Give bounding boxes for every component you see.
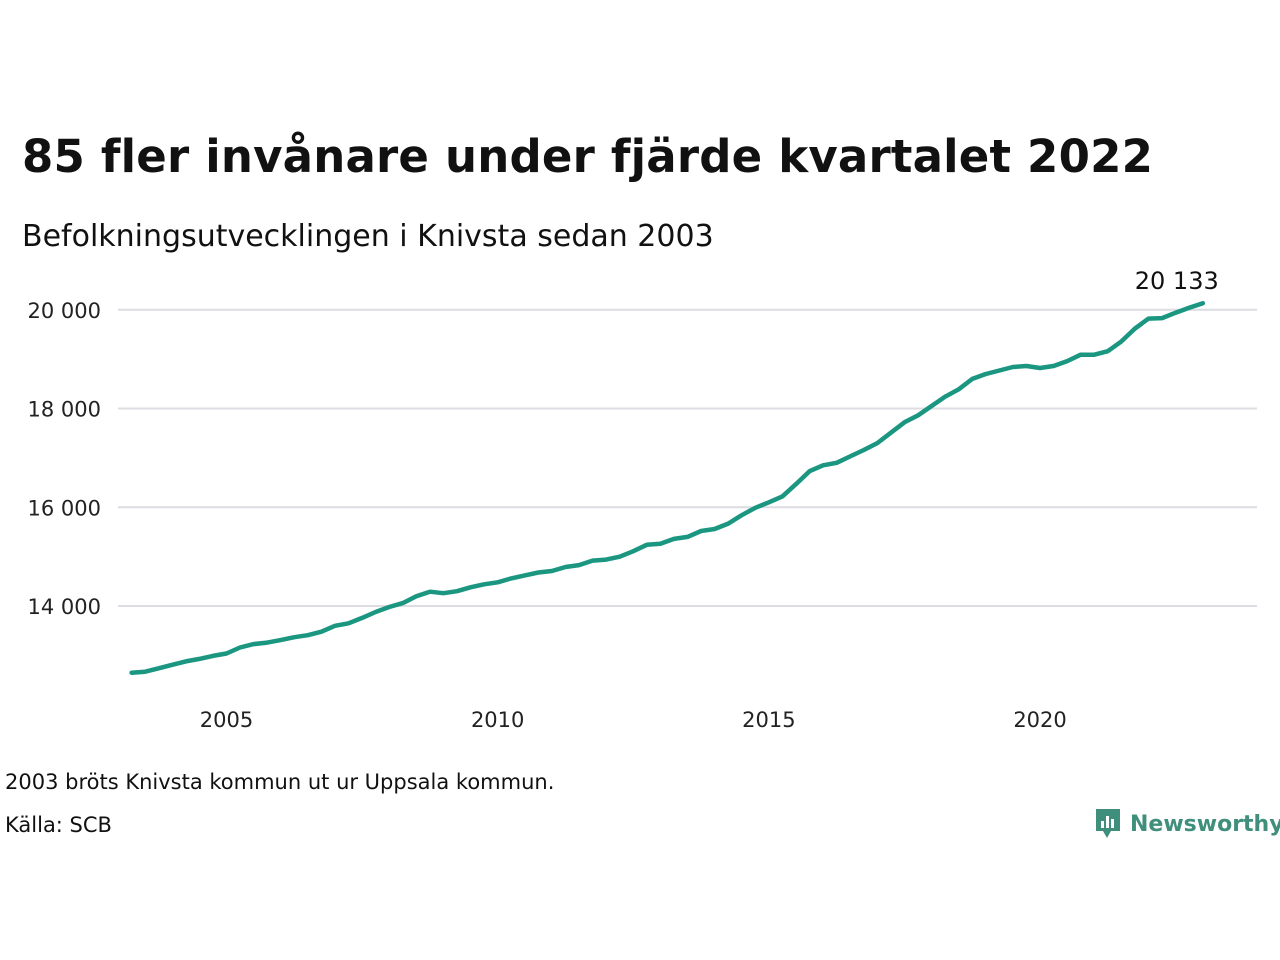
source-credit: Källa: SCB — [5, 813, 112, 837]
newsworthy-logo-icon — [1096, 809, 1120, 838]
x-tick-label: 2005 — [200, 708, 253, 732]
y-tick-label: 14 000 — [28, 595, 101, 619]
y-tick-label: 20 000 — [28, 299, 101, 323]
x-tick-label: 2020 — [1013, 708, 1066, 732]
x-tick-label: 2010 — [471, 708, 524, 732]
line-chart: 14 000 16 000 18 000 20 000 2005 2010 2015 202… — [28, 270, 1257, 732]
x-axis-ticks: 2005 2010 2015 2020 — [200, 708, 1067, 732]
end-value-label: 20 133 — [1135, 270, 1219, 295]
x-tick-label: 2015 — [742, 708, 795, 732]
chart-subtitle: Befolkningsutvecklingen i Knivsta sedan … — [22, 219, 714, 254]
y-tick-label: 18 000 — [28, 398, 101, 422]
brand-name: Newsworthy — [1130, 811, 1280, 837]
population-line — [129, 300, 1206, 675]
y-axis-ticks: 14 000 16 000 18 000 20 000 — [28, 299, 101, 619]
gridlines — [118, 308, 1257, 608]
newsworthy-logo: Newsworthy — [1094, 806, 1280, 842]
y-tick-label: 16 000 — [28, 496, 101, 520]
chart-title: 85 fler invånare under fjärde kvartalet … — [22, 130, 1154, 183]
footnote: 2003 bröts Knivsta kommun ut ur Uppsala … — [5, 770, 555, 794]
